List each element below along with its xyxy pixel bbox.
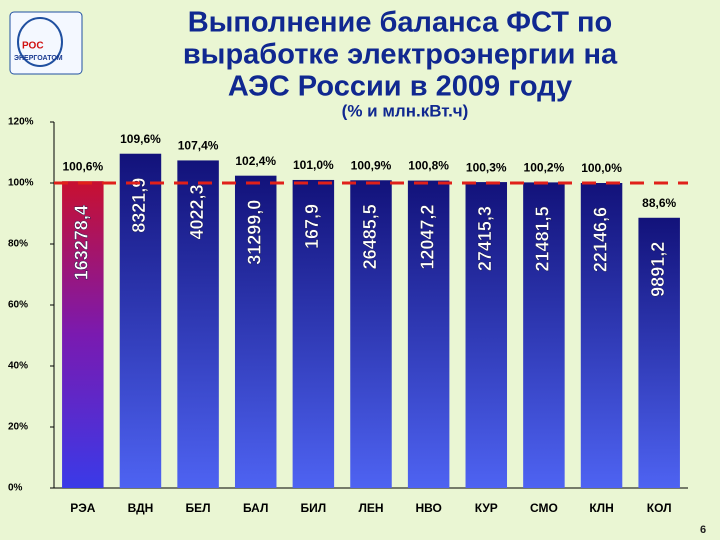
bar <box>62 181 104 489</box>
bar-text: 4022,3 <box>187 184 207 239</box>
y-tick-label: 100% <box>8 178 34 189</box>
value-label: 100,2% <box>524 161 565 175</box>
value-label: 101,0% <box>293 158 334 172</box>
bar <box>177 160 219 488</box>
bar-text: 163278,4 <box>72 205 92 280</box>
bar-text: 31299,0 <box>244 200 264 265</box>
x-tick-label: КЛН <box>589 501 613 515</box>
bar <box>119 153 162 488</box>
y-tick-label: 40% <box>8 361 28 372</box>
x-tick-label: БЕЛ <box>186 501 211 515</box>
value-label: 102,4% <box>235 154 276 168</box>
value-label: 88,6% <box>642 196 676 210</box>
chart-title: АЭС России в 2009 году <box>228 71 572 103</box>
bar-text: 12047,2 <box>417 205 437 270</box>
value-label: 107,4% <box>178 139 219 153</box>
chart-title: выработке электроэнергии на <box>183 39 618 71</box>
y-tick-label: 0% <box>8 483 23 494</box>
y-tick-label: 60% <box>8 300 28 311</box>
bar <box>407 180 450 488</box>
logo: РОС ЭНЕРГОАТОМ <box>9 11 83 75</box>
bar-text: 9891,2 <box>648 242 668 297</box>
bar <box>638 217 680 488</box>
bar-text: 27415,3 <box>475 206 495 271</box>
x-tick-label: КУР <box>475 501 498 515</box>
bar-text: 8321,9 <box>129 178 149 233</box>
bar <box>523 182 565 488</box>
x-tick-label: КОЛ <box>647 501 672 515</box>
page-number: 6 <box>700 524 706 536</box>
x-tick-label: БИЛ <box>301 501 327 515</box>
logo-frame <box>9 11 83 75</box>
value-label: 100,9% <box>351 158 392 172</box>
bar <box>350 180 392 488</box>
y-tick-label: 80% <box>8 239 28 250</box>
bar-text: 22146,6 <box>590 207 610 272</box>
bar <box>465 182 508 488</box>
bar-text: 26485,5 <box>360 204 380 269</box>
y-tick-label: 120% <box>8 117 34 128</box>
bar <box>234 175 277 488</box>
x-tick-label: СМО <box>530 501 558 515</box>
x-tick-label: ВДН <box>128 501 154 515</box>
chart-title: Выполнение баланса ФСТ по <box>188 7 613 39</box>
x-tick-label: БАЛ <box>243 501 268 515</box>
value-label: 100,8% <box>408 159 449 173</box>
logo-text: РОС <box>22 41 44 52</box>
bar-text: 21481,5 <box>533 206 553 271</box>
x-tick-label: РЭА <box>70 501 96 515</box>
value-label: 100,3% <box>466 160 507 174</box>
value-label: 100,0% <box>581 161 622 175</box>
chart-subtitle: (% и млн.кВт.ч) <box>342 101 469 120</box>
bar <box>580 183 623 488</box>
x-tick-label: ЛЕН <box>358 501 383 515</box>
logo-text: ЭНЕРГОАТОМ <box>14 55 63 62</box>
logo-ring <box>17 17 63 67</box>
y-tick-label: 20% <box>8 422 28 433</box>
value-label: 109,6% <box>120 132 161 146</box>
bar <box>292 179 335 488</box>
value-label: 100,6% <box>62 159 103 173</box>
bar-text: 167,9 <box>302 204 322 249</box>
x-tick-label: НВО <box>415 501 441 515</box>
